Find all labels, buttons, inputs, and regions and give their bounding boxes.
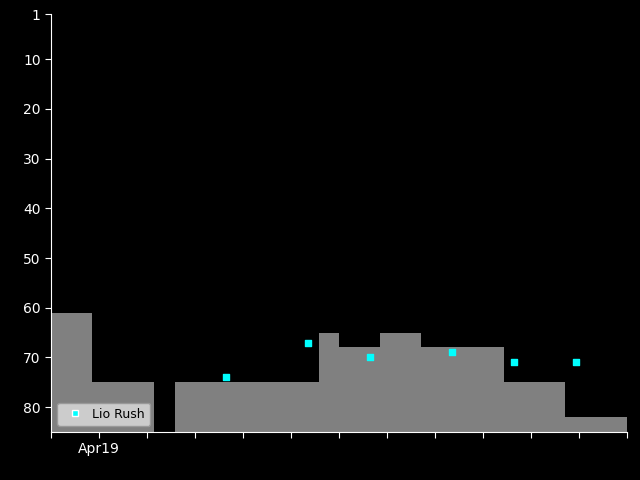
Point [92, 433, 102, 441]
Point [303, 339, 314, 347]
Point [365, 354, 375, 361]
Legend: Lio Rush: Lio Rush [58, 403, 150, 426]
Point [52, 433, 63, 441]
Polygon shape [51, 312, 627, 432]
Point [221, 373, 231, 381]
Point [509, 359, 519, 366]
Point [571, 359, 581, 366]
Point [447, 348, 458, 356]
Point [71, 433, 81, 441]
